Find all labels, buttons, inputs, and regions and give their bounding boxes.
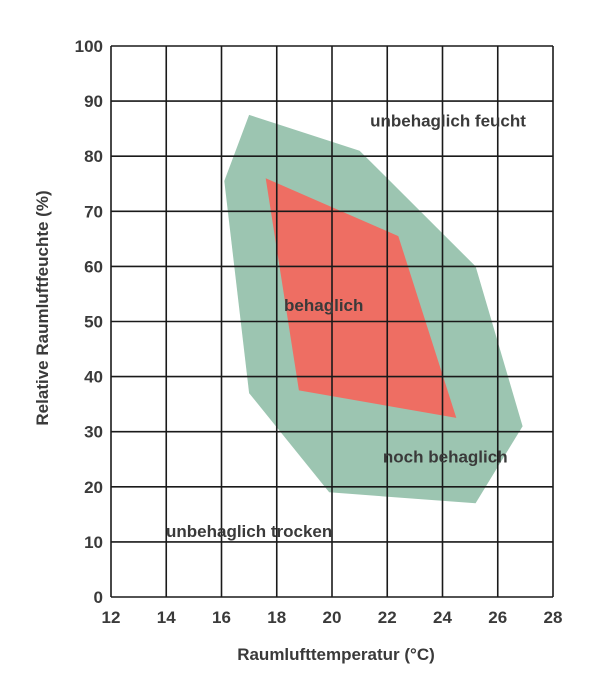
y-tick-label: 20 bbox=[84, 478, 103, 497]
x-tick-label: 28 bbox=[544, 608, 563, 627]
annotation-unbehaglich-feucht: unbehaglich feucht bbox=[370, 111, 526, 130]
regions-layer bbox=[224, 114, 523, 504]
x-tick-label: 26 bbox=[488, 608, 507, 627]
x-tick-label: 16 bbox=[212, 608, 231, 627]
region-behaglich bbox=[265, 178, 457, 418]
grid-layer bbox=[110, 45, 554, 598]
y-tick-label: 80 bbox=[84, 147, 103, 166]
x-tick-label: 14 bbox=[157, 608, 176, 627]
y-tick-label: 50 bbox=[84, 313, 103, 332]
x-tick-label: 20 bbox=[323, 608, 342, 627]
x-tick-label: 24 bbox=[433, 608, 452, 627]
y-tick-label: 100 bbox=[75, 37, 103, 56]
annotation-unbehaglich-trocken: unbehaglich trocken bbox=[166, 522, 332, 541]
x-axis-label: Raumlufttemperatur (°C) bbox=[237, 645, 435, 664]
x-tick-label: 22 bbox=[378, 608, 397, 627]
y-tick-label: 30 bbox=[84, 423, 103, 442]
region-labels: noch behaglich behaglich unbehaglich feuch… bbox=[166, 111, 526, 540]
y-tick-label: 40 bbox=[84, 368, 103, 387]
y-tick-label: 60 bbox=[84, 257, 103, 276]
x-tick-label: 18 bbox=[267, 608, 286, 627]
y-axis-label: Relative Raumluftfeuchte (%) bbox=[33, 190, 52, 425]
x-tick-label: 12 bbox=[102, 608, 121, 627]
y-tick-label: 0 bbox=[94, 588, 103, 607]
region-label-behaglich: behaglich bbox=[284, 296, 363, 315]
region-label-noch-behaglich: noch behaglich bbox=[383, 447, 508, 466]
x-tick-labels: 12 14 16 18 20 22 24 26 28 bbox=[102, 608, 563, 627]
y-tick-label: 90 bbox=[84, 92, 103, 111]
y-tick-labels: 0 10 20 30 40 50 60 70 80 90 100 bbox=[75, 37, 103, 607]
y-tick-label: 70 bbox=[84, 202, 103, 221]
y-tick-label: 10 bbox=[84, 533, 103, 552]
